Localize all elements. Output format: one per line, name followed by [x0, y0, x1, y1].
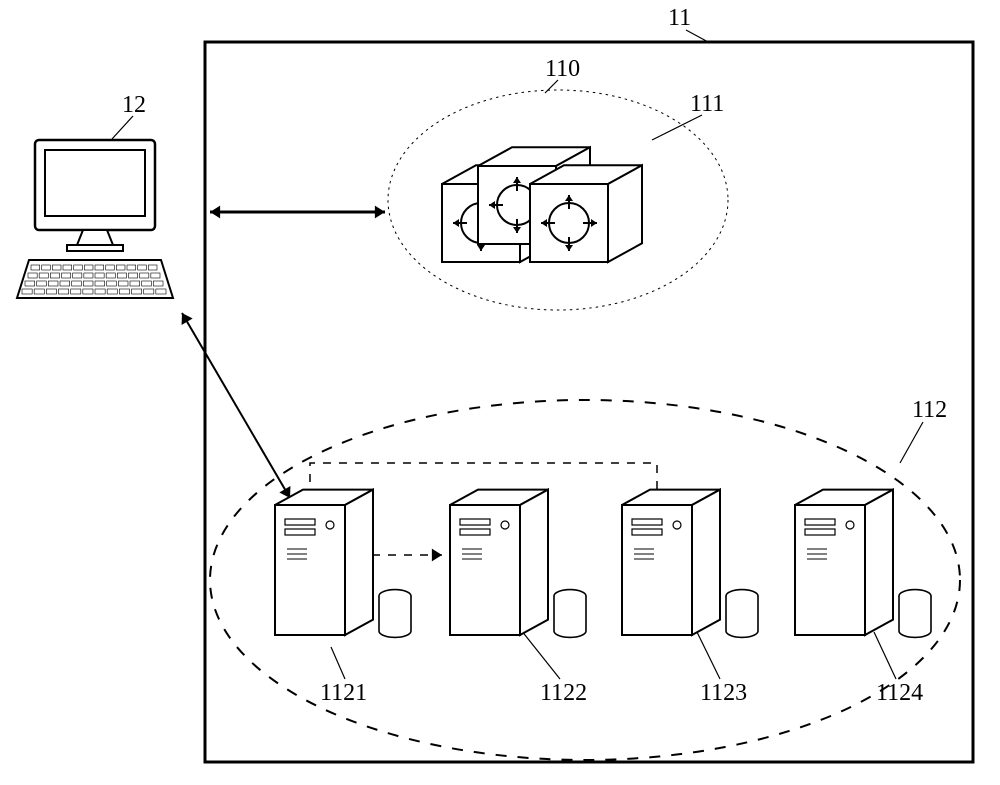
label-switch-group: 110 — [545, 56, 580, 83]
diagram-svg — [0, 0, 1000, 785]
label-server4: 1124 — [876, 680, 923, 707]
label-server-group: 112 — [912, 397, 947, 424]
diagram-canvas: 11 12 110 111 112 1121 1122 1123 1124 — [0, 0, 1000, 785]
label-client: 12 — [122, 92, 146, 119]
label-server1: 1121 — [320, 680, 367, 707]
label-server2: 1122 — [540, 680, 587, 707]
label-outer-box: 11 — [668, 5, 691, 32]
label-server3: 1123 — [700, 680, 747, 707]
label-switch-box: 111 — [690, 91, 724, 118]
